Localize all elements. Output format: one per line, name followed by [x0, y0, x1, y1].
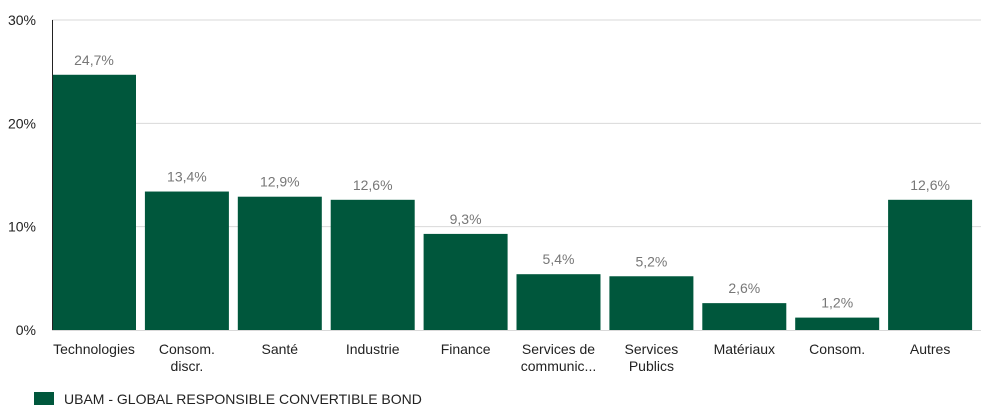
- x-tick-label: Services de communic...: [521, 341, 596, 374]
- value-label: 12,6%: [353, 177, 393, 193]
- x-tick-label-line: discr.: [171, 358, 204, 374]
- x-tick-label-line: Services: [625, 341, 679, 357]
- x-tick-label-line: Autres: [910, 341, 950, 357]
- x-tick-label-line: communic...: [521, 358, 596, 374]
- x-tick-label: Autres: [910, 341, 950, 357]
- bar: [144, 191, 229, 330]
- x-axis-ticks: Technologies Consom. discr.Santé Industrie F…: [53, 341, 950, 374]
- legend-swatch: [34, 392, 54, 406]
- y-tick-label: 30%: [8, 12, 36, 28]
- value-label: 13,4%: [167, 169, 207, 185]
- x-tick-label-line: Santé: [262, 341, 299, 357]
- bar: [52, 74, 136, 331]
- bar: [330, 199, 415, 330]
- value-label: 12,9%: [260, 174, 300, 190]
- value-label: 5,4%: [543, 251, 575, 267]
- x-tick-label: Santé: [262, 341, 299, 357]
- x-tick-label: Matériaux: [714, 341, 775, 357]
- x-tick-label: Consom. discr.: [159, 341, 215, 374]
- value-label-layer: 24,7% 13,4% 12,9% 12,6% 9,3% 5,4% 5,2% 2,6% 1,2%…: [74, 52, 950, 311]
- x-tick-label: Consom.: [809, 341, 865, 357]
- y-tick-label: 10%: [8, 219, 36, 235]
- bar: [702, 303, 787, 330]
- bar: [237, 196, 322, 330]
- y-tick-label: 20%: [8, 115, 36, 131]
- y-axis-ticks: 0% 10% 20% 30%: [8, 12, 36, 338]
- bar: [609, 276, 694, 330]
- y-tick-label: 0%: [16, 322, 36, 338]
- x-tick-label-line: Technologies: [53, 341, 135, 357]
- bar: [423, 233, 508, 330]
- value-label: 1,2%: [821, 295, 853, 311]
- x-tick-label-line: Consom.: [159, 341, 215, 357]
- x-tick-label-line: Matériaux: [714, 341, 775, 357]
- legend: UBAM - GLOBAL RESPONSIBLE CONVERTIBLE BO…: [34, 391, 422, 407]
- bar: [795, 317, 880, 330]
- value-label: 5,2%: [635, 253, 667, 269]
- x-tick-label-line: Consom.: [809, 341, 865, 357]
- x-tick-label: Industrie: [346, 341, 400, 357]
- value-label: 9,3%: [450, 211, 482, 227]
- x-tick-label-line: Industrie: [346, 341, 400, 357]
- bar: [888, 199, 973, 330]
- value-label: 24,7%: [74, 52, 114, 68]
- x-tick-label-line: Finance: [441, 341, 491, 357]
- x-tick-label: Services Publics: [625, 341, 679, 374]
- value-label: 12,6%: [910, 177, 950, 193]
- x-tick-label-line: Publics: [629, 358, 674, 374]
- x-tick-label: Technologies: [53, 341, 135, 357]
- x-tick-label-line: Services de: [522, 341, 595, 357]
- x-tick-label: Finance: [441, 341, 491, 357]
- value-label: 2,6%: [728, 280, 760, 296]
- axis-layer: [52, 20, 981, 331]
- bar: [516, 274, 601, 330]
- legend-label: UBAM - GLOBAL RESPONSIBLE CONVERTIBLE BO…: [64, 391, 422, 405]
- bar-layer: [52, 74, 973, 331]
